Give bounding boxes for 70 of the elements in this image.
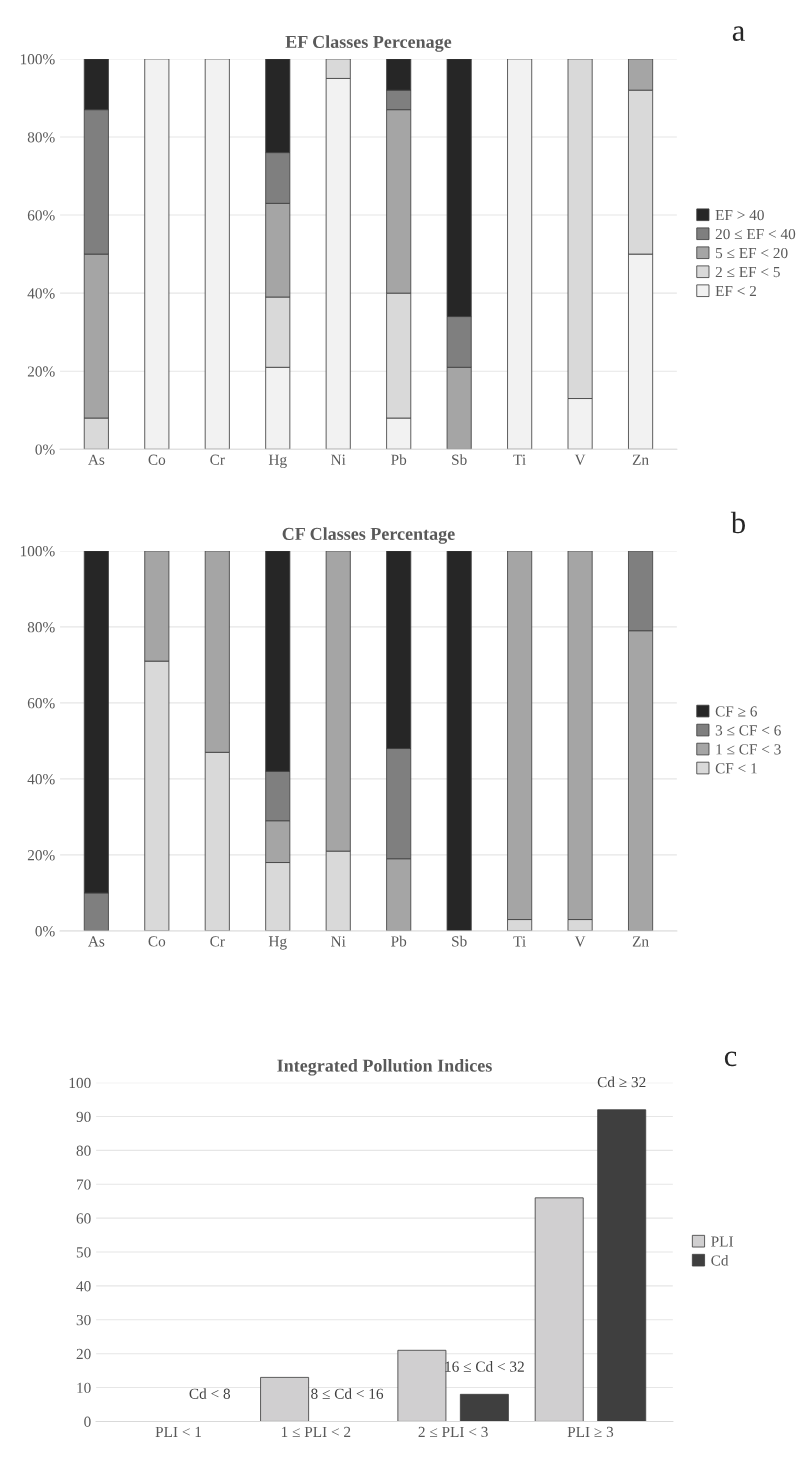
- x-tick-label: As: [88, 454, 105, 465]
- annotation: Cd ≥ 32: [597, 1076, 646, 1088]
- x-tick-label: Ti: [513, 454, 526, 465]
- legend-label: CF ≥ 6: [715, 706, 757, 717]
- chart-title: CF Classes Percentage: [282, 527, 455, 544]
- x-tick-label: 2 ≤ PLI < 3: [418, 1426, 488, 1438]
- legend-label: 1 ≤ CF < 3: [716, 744, 781, 755]
- legend-label: EF > 40: [715, 209, 764, 221]
- bar: [597, 1109, 647, 1422]
- legend-label: 20 ≤ EF < 40: [715, 228, 796, 240]
- y-tick-label: 40%: [27, 774, 55, 785]
- y-tick-label: 50: [76, 1247, 91, 1258]
- x-tick-label: PLI ≥ 3: [567, 1426, 614, 1438]
- y-tick-label: 100: [69, 1077, 91, 1089]
- text: c: [724, 1051, 737, 1067]
- x-tick-label: Co: [148, 454, 166, 465]
- y-tick-label: 80%: [27, 622, 55, 633]
- bar: [459, 1393, 509, 1422]
- bar: [446, 550, 472, 931]
- x-tick-label: Zn: [632, 454, 649, 465]
- chart-title: EF Classes Percenage: [285, 35, 452, 52]
- y-tick-label: 0: [84, 1416, 91, 1427]
- x-tick-label: V: [574, 454, 586, 465]
- y-tick-label: 10: [77, 1382, 91, 1394]
- y-tick-label: 80: [76, 1145, 91, 1156]
- x-tick-label: Co: [148, 936, 166, 947]
- y-tick-label: 0%: [35, 444, 55, 455]
- y-tick-label: 60%: [27, 698, 55, 709]
- x-tick-label: Cr: [210, 936, 225, 947]
- y-tick-label: 90: [76, 1111, 91, 1122]
- legend-label: 2 ≤ EF < 5: [715, 266, 780, 278]
- text: a: [732, 26, 745, 41]
- y-tick-label: 0%: [35, 926, 55, 937]
- legend-label: Cd: [711, 1254, 729, 1266]
- legend-label: 3 ≤ CF < 6: [715, 725, 781, 736]
- x-tick-label: Sb: [452, 454, 467, 465]
- y-tick-label: 80%: [27, 132, 55, 143]
- annotation: Cd < 8: [189, 1388, 231, 1399]
- y-tick-label: 30: [76, 1314, 91, 1326]
- y-tick-label: 20%: [27, 850, 55, 861]
- legend-label: EF < 2: [715, 285, 756, 297]
- x-tick-label: Sb: [452, 935, 467, 947]
- y-tick-label: 20: [76, 1348, 91, 1360]
- text: b: [730, 511, 745, 534]
- x-tick-label: PLI < 1: [155, 1426, 201, 1437]
- legend-label: 5 ≤ EF < 20: [715, 247, 788, 259]
- y-tick-label: 60: [76, 1213, 91, 1224]
- y-tick-label: 70: [76, 1179, 91, 1190]
- chart-title: Integrated Pollution Indices: [277, 1059, 492, 1076]
- x-tick-label: Hg: [268, 936, 287, 950]
- x-tick-label: Ni: [331, 454, 346, 465]
- legend-label: CF < 1: [715, 763, 757, 774]
- x-tick-label: Cr: [210, 454, 225, 465]
- legend-label: PLI: [711, 1236, 734, 1247]
- annotation: 8 ≤ Cd < 16: [311, 1388, 384, 1399]
- x-tick-label: Pb: [391, 935, 407, 947]
- x-tick-label: Zn: [632, 936, 649, 947]
- x-tick-label: V: [574, 936, 586, 947]
- y-tick-label: 60%: [27, 210, 55, 221]
- y-tick-label: 100%: [20, 54, 55, 65]
- x-tick-label: 1 ≤ PLI < 2: [281, 1426, 351, 1437]
- x-tick-label: As: [88, 936, 105, 947]
- y-tick-label: 40%: [27, 288, 55, 299]
- x-tick-label: Ti: [513, 936, 526, 947]
- y-tick-label: 100%: [20, 546, 55, 557]
- y-tick-label: 20%: [27, 366, 55, 377]
- x-tick-label: Ni: [331, 936, 346, 947]
- x-tick-label: Hg: [268, 454, 287, 468]
- x-tick-label: Pb: [391, 454, 407, 465]
- y-tick-label: 40: [76, 1281, 91, 1292]
